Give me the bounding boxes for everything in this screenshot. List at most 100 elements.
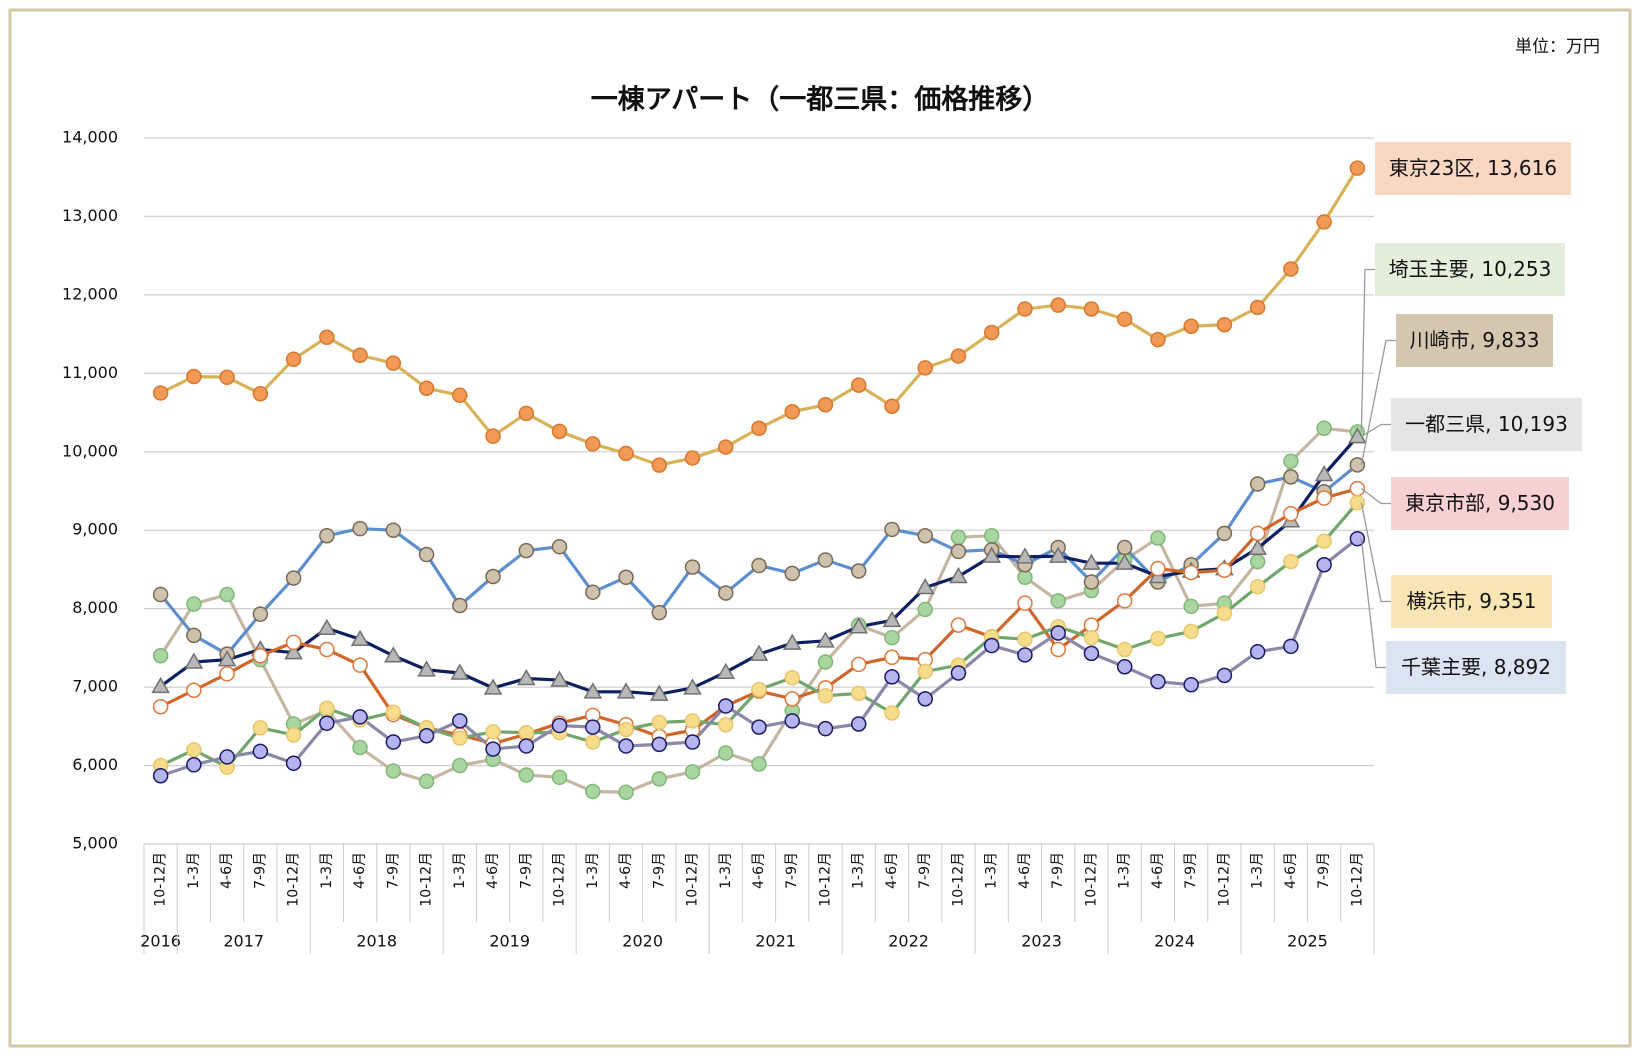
data-point [1249, 299, 1266, 316]
data-point [219, 369, 235, 386]
data-point [1150, 331, 1166, 348]
x-tick-label: 7-9月 [1050, 852, 1066, 889]
data-point [751, 681, 767, 698]
x-tick-label: 7-9月 [651, 852, 667, 889]
x-tick-label: 7-9月 [1183, 852, 1199, 889]
x-group-label: 2019 [489, 932, 530, 951]
data-point [751, 420, 767, 436]
data-point [1050, 593, 1066, 609]
data-point [817, 654, 834, 670]
data-point [649, 684, 669, 701]
data-point [618, 738, 634, 754]
data-point [252, 720, 269, 736]
data-point [684, 559, 701, 575]
end-label: 埼玉主要, 10,253 [1389, 257, 1552, 281]
end-label-box [1391, 575, 1552, 628]
data-point [186, 368, 202, 385]
data-point [884, 669, 900, 685]
data-point [352, 709, 368, 725]
x-group-label: 2021 [755, 932, 796, 951]
x-tick-label: 10-12月 [685, 852, 701, 907]
data-point [418, 773, 435, 789]
data-point [1283, 261, 1299, 277]
data-point [1050, 297, 1066, 313]
data-point [684, 764, 701, 780]
x-tick-label: 10-12月 [419, 852, 435, 907]
data-point [352, 657, 368, 673]
y-tick-label: 5,000 [72, 834, 118, 853]
data-point [1283, 453, 1299, 469]
data-point [319, 641, 335, 658]
data-point [1216, 525, 1233, 542]
end-label: 東京市部, 9,530 [1405, 491, 1555, 515]
data-point [983, 637, 1000, 654]
data-point [917, 527, 933, 544]
data-point [651, 736, 668, 753]
data-point [784, 565, 800, 582]
data-point [817, 720, 834, 737]
data-point [684, 713, 701, 729]
end-label-box [1375, 243, 1565, 296]
data-point [1249, 644, 1266, 660]
data-point [1316, 214, 1332, 230]
data-point [452, 597, 468, 614]
data-point [152, 586, 169, 603]
data-point [184, 652, 204, 669]
end-label: 千葉主要, 8,892 [1401, 655, 1551, 679]
data-point [319, 715, 335, 731]
y-tick-label: 7,000 [72, 677, 118, 696]
x-tick-label: 4-6月 [1017, 852, 1033, 889]
data-point [950, 543, 967, 560]
x-tick-label: 7-9月 [385, 852, 401, 889]
data-point [1116, 311, 1133, 327]
y-tick-label: 6,000 [72, 755, 118, 774]
x-group-label: 2025 [1287, 932, 1328, 951]
data-point [1017, 647, 1033, 663]
data-point [751, 756, 767, 772]
data-point [485, 568, 501, 585]
end-label: 横浜市, 9,351 [1407, 589, 1537, 613]
data-point [518, 542, 535, 559]
data-point [616, 682, 636, 699]
data-point [982, 546, 1001, 563]
data-point [352, 739, 368, 756]
data-point [1283, 638, 1299, 655]
data-point [817, 396, 834, 413]
data-point [1216, 316, 1233, 333]
data-point [850, 685, 867, 702]
data-point [784, 404, 800, 420]
x-tick-label: 10-12月 [552, 852, 568, 907]
x-group-label: 2017 [223, 932, 264, 951]
data-point [1283, 553, 1299, 570]
data-point [718, 439, 734, 455]
data-point [1249, 476, 1266, 492]
y-tick-label: 12,000 [62, 284, 118, 303]
data-point [186, 596, 202, 612]
x-tick-label: 10-12月 [950, 852, 966, 907]
x-tick-label: 1-3月 [452, 852, 468, 889]
data-point [452, 757, 468, 774]
data-point [418, 727, 435, 744]
data-point [917, 691, 933, 707]
data-point [219, 666, 235, 682]
x-tick-label: 10-12月 [1083, 852, 1099, 907]
data-point [1183, 677, 1199, 693]
x-tick-label: 4-6月 [618, 852, 634, 889]
data-point [152, 385, 169, 401]
x-tick-label: 10-12月 [1216, 852, 1232, 907]
data-point [718, 698, 734, 714]
y-tick-label: 10,000 [62, 441, 118, 460]
data-point [417, 660, 436, 677]
data-point [1348, 427, 1367, 444]
data-point [949, 566, 968, 584]
data-point [1216, 562, 1233, 578]
data-point [285, 755, 302, 771]
data-point [1115, 553, 1134, 570]
data-point [651, 771, 668, 787]
data-point [1150, 530, 1166, 546]
data-point [716, 662, 736, 679]
data-point [618, 569, 634, 586]
data-point [1183, 623, 1199, 640]
data-point [319, 329, 335, 345]
end-label: 東京23区, 13,616 [1389, 156, 1557, 180]
